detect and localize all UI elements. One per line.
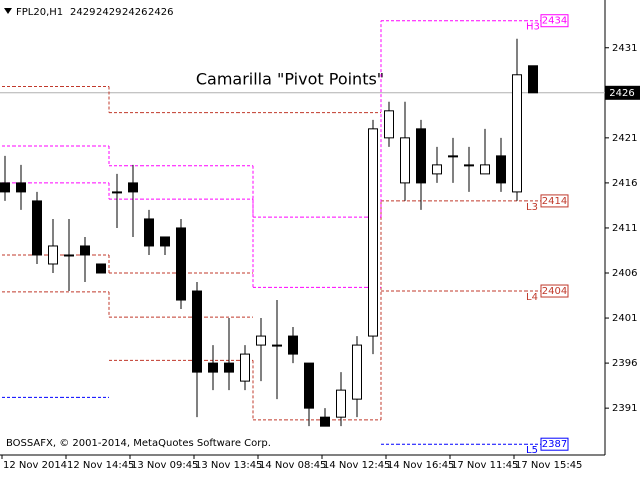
annotation: Camarilla "Pivot Points" [196,70,384,89]
header-ohlc: 2426 [148,7,173,18]
header-ohlc: 2429 [70,7,95,18]
x-tick-label: 12 Nov 14:45 [67,460,134,471]
menu-arrow [4,8,12,14]
y-tick-label: 2411 [612,223,637,234]
candle-body [416,128,426,184]
candle-body [528,65,538,94]
candle-body [512,74,522,193]
candle-body [496,155,506,184]
level-box [540,14,569,28]
level-name: L5 [526,445,538,456]
level-box [540,437,569,451]
header-ohlc: 2429 [96,7,121,18]
level-name: L3 [526,202,538,213]
candle-body [480,164,490,175]
candle-body [16,182,26,193]
x-tick-label: 14 Nov 12:45 [323,460,390,471]
level-name: L4 [526,292,538,303]
level-box [540,194,569,208]
candle-body [96,263,106,274]
candle-body [112,191,122,194]
x-tick-label: 13 Nov 09:45 [131,460,198,471]
footer: BOSSAFX, © 2001-2014, MetaQuotes Softwar… [6,438,271,449]
header-ohlc: 2426 [122,7,147,18]
candle-body [368,128,378,337]
current-price-box [605,85,640,100]
candle-body [304,362,314,409]
level-box [540,284,569,298]
candle-body [256,335,266,346]
candle-body [288,335,298,355]
candle-body [160,236,170,247]
y-tick-label: 2416 [612,178,637,189]
y-tick-label: 2421 [612,133,637,144]
current-price-label: 2426 [609,88,634,99]
candle-body [80,245,90,256]
candle-body [128,182,138,193]
y-tick-label: 2401 [612,313,637,324]
x-tick-label: 17 Nov 15:45 [515,460,582,471]
candle-body [224,362,234,373]
level-name: H3 [526,22,540,33]
x-tick-label: 14 Nov 16:45 [387,460,454,471]
x-tick-label: 17 Nov 11:45 [451,460,518,471]
level-value: 2434 [542,16,567,27]
candle-body [176,227,186,301]
x-tick-label: 14 Nov 08:45 [259,460,326,471]
symbol: FPL20,H1 [16,7,63,18]
y-tick-label: 2396 [612,358,637,369]
level-value: 2414 [542,196,567,207]
candle-body [240,353,250,382]
candle-body [320,416,330,427]
candle-body [432,164,442,175]
candle-body [352,344,362,400]
level-value: 2387 [542,439,567,450]
candle-body [448,155,458,158]
candle-body [144,218,154,247]
candle-body [384,110,394,139]
y-tick-label: 2406 [612,268,637,279]
x-tick-label: 13 Nov 13:45 [195,460,262,471]
candle-body [32,200,42,256]
candle-body [464,164,474,167]
candle-body [192,290,202,373]
level-value: 2404 [542,286,567,297]
y-tick-label: 2391 [612,403,637,414]
candle-body [48,245,58,265]
candle-body [64,254,74,257]
y-tick-label: 2431 [612,43,637,54]
candle-body [0,182,10,193]
x-tick-label: 12 Nov 2014 [3,460,67,471]
candle-body [272,344,282,347]
candle-body [208,362,218,373]
candle-body [336,389,346,418]
candle-body [400,137,410,184]
